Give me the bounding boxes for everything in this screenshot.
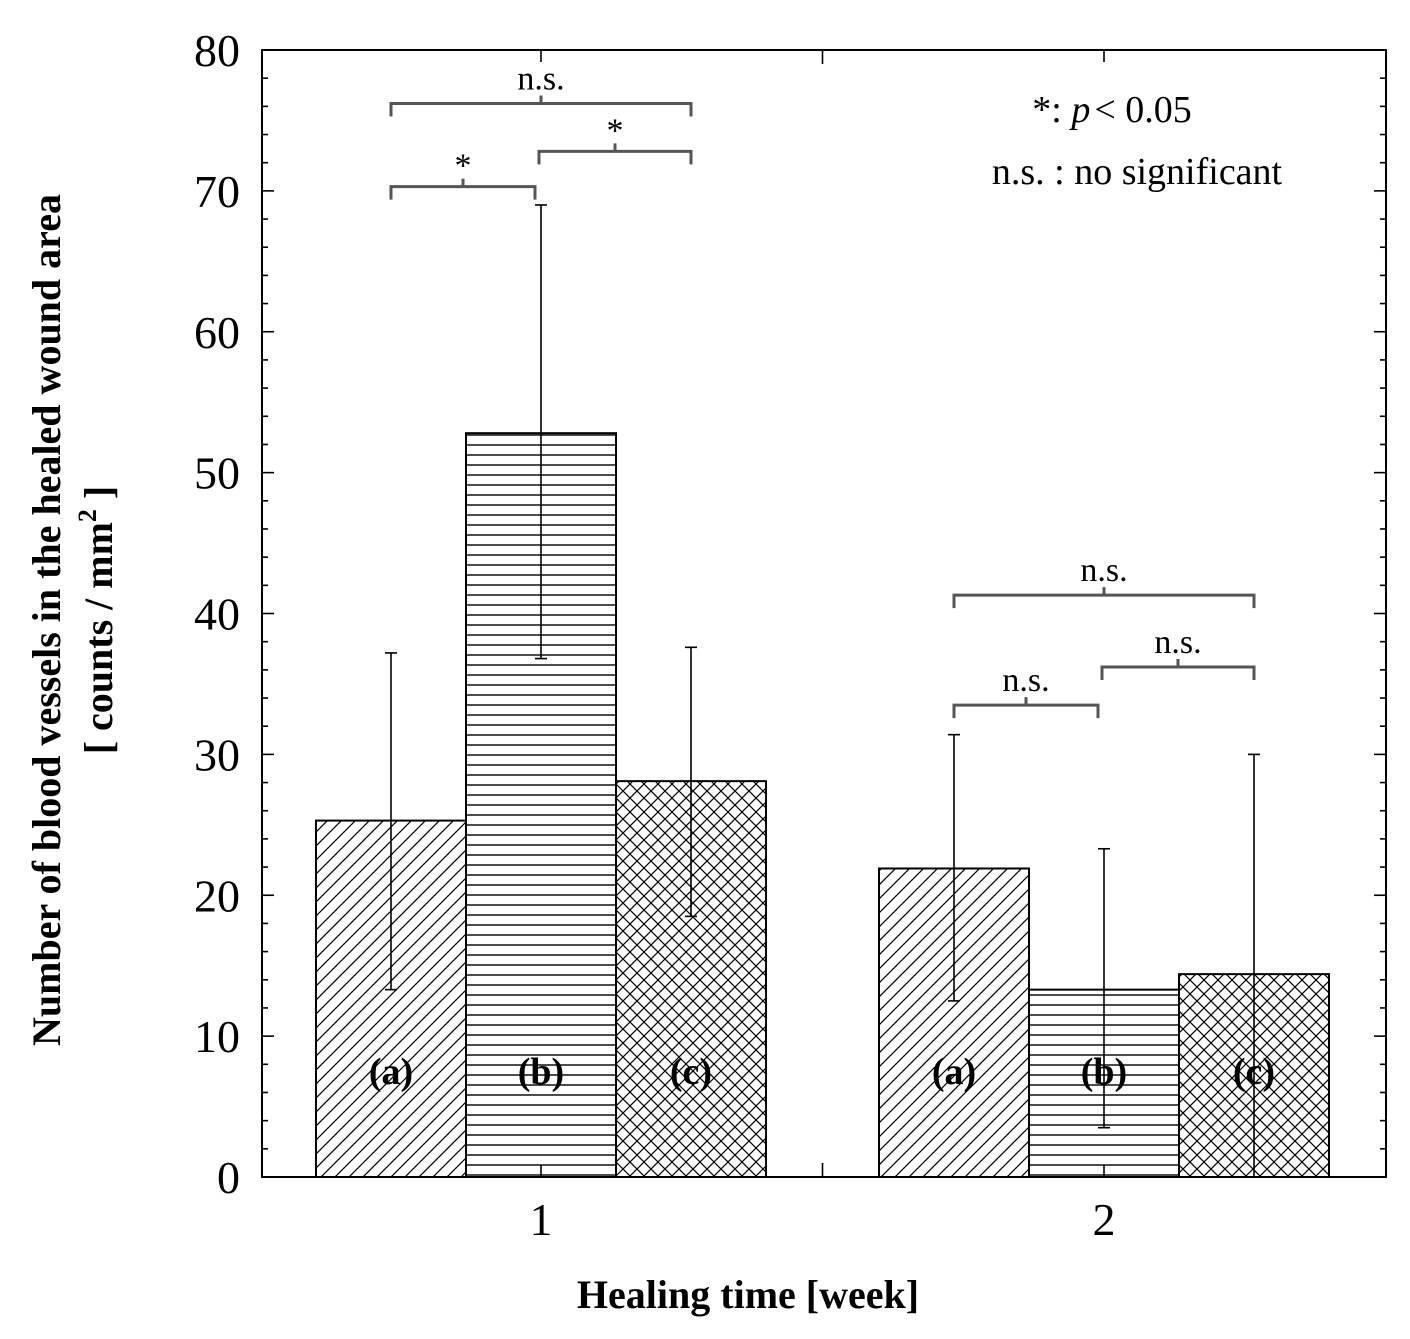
y-axis-title-line1: Number of blood vessels in the healed wo… [24,194,69,1046]
y-tick-label-60: 60 [194,307,240,358]
y-tick-label-40: 40 [194,589,240,640]
y-tick-label-20: 20 [194,870,240,921]
x-tick-label-2: 2 [1093,1194,1116,1245]
significance-bracket-3 [537,143,693,165]
legend-significance: *: p < 0.05 [1032,89,1192,131]
significance-label-6: n.s. [1154,624,1201,661]
y-tick-label-10: 10 [194,1011,240,1062]
bar-label-a-week-1: (a) [369,1051,413,1093]
y-tick-label-80: 80 [194,25,240,76]
x-axis-title: Healing time [week] [577,1272,919,1317]
bar-label-a-week-2: (a) [932,1051,976,1093]
significance-bracket-2 [389,178,537,200]
significance-label-3: * [607,112,624,149]
x-tick-label-1: 1 [530,1194,553,1245]
y-axis-title-line2: [ counts / mm2 ] [73,486,121,755]
y-axis-title: Number of blood vessels in the healed wo… [24,194,121,1046]
significance-label-4: n.s. [1080,552,1127,589]
bar-label-b-week-1: (b) [518,1051,564,1093]
bar-label-c-week-1: (c) [670,1051,712,1093]
legend-ns: n.s. : no significant [992,151,1283,193]
y-tick-label-0: 0 [217,1152,240,1203]
y-tick-label-70: 70 [194,166,240,217]
y-tick-label-50: 50 [194,448,240,499]
significance-bracket-4 [952,587,1256,609]
significance-bracket-5 [952,697,1100,719]
significance-bracket-1 [389,95,693,117]
significance-label-2: * [455,148,472,185]
significance-bracket-6 [1100,659,1256,681]
significance-label-1: n.s. [517,61,564,98]
bar-label-b-week-2: (b) [1081,1051,1127,1093]
y-tick-label-30: 30 [194,729,240,780]
significance-label-5: n.s. [1002,662,1049,699]
bar-label-c-week-2: (c) [1233,1051,1275,1093]
